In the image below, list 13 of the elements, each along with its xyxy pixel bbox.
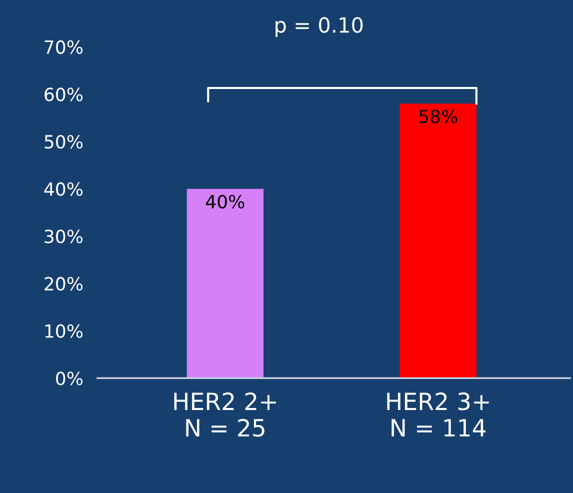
- text: p = 0.10: [276, 17, 363, 37]
- y-tick-label: 0%: [56, 372, 83, 386]
- x-tick-label: HER2 2+ N = 25: [174, 392, 276, 437]
- y-tick-label: 30%: [44, 230, 83, 244]
- y-tick-label: 60%: [44, 88, 83, 102]
- y-tick-label: 10%: [45, 324, 83, 338]
- y-tick-label: 40%: [44, 182, 83, 196]
- y-tick-label: 50%: [44, 134, 83, 149]
- x-tick-label: HER2 3+ N = 114: [387, 392, 489, 436]
- data-label: 58%: [419, 110, 458, 124]
- y-tick-label: 70%: [44, 40, 83, 54]
- y-tick-label: 20%: [44, 276, 83, 291]
- data-label: 40%: [206, 194, 244, 208]
